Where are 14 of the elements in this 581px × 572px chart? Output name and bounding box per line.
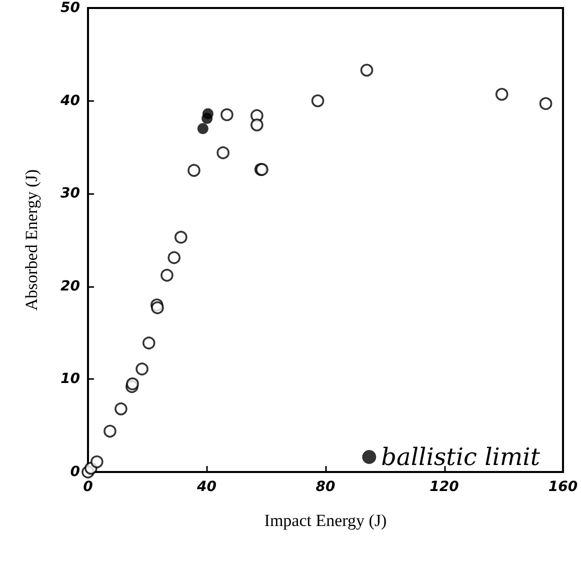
y-tick-label: 10 [60, 371, 80, 388]
x-tick-label: 40 [196, 479, 217, 495]
x-tick-label: 0 [83, 479, 94, 495]
y-tick-label: 20 [60, 278, 80, 294]
x-tick-label: 120 [430, 479, 460, 495]
legend-label: ballistic limit [381, 443, 540, 471]
x-tick-label: 160 [548, 479, 578, 495]
x-tick-label: 80 [316, 479, 336, 495]
y-tick-label: 30 [60, 186, 80, 202]
y-tick-label: 0 [70, 464, 80, 480]
x-axis-title: Impact Energy (J) [264, 511, 387, 530]
y-tick-label: 50 [60, 0, 80, 16]
y-tick-label: 40 [60, 92, 80, 109]
y-axis-title: Absorbed Energy (J) [22, 169, 41, 311]
